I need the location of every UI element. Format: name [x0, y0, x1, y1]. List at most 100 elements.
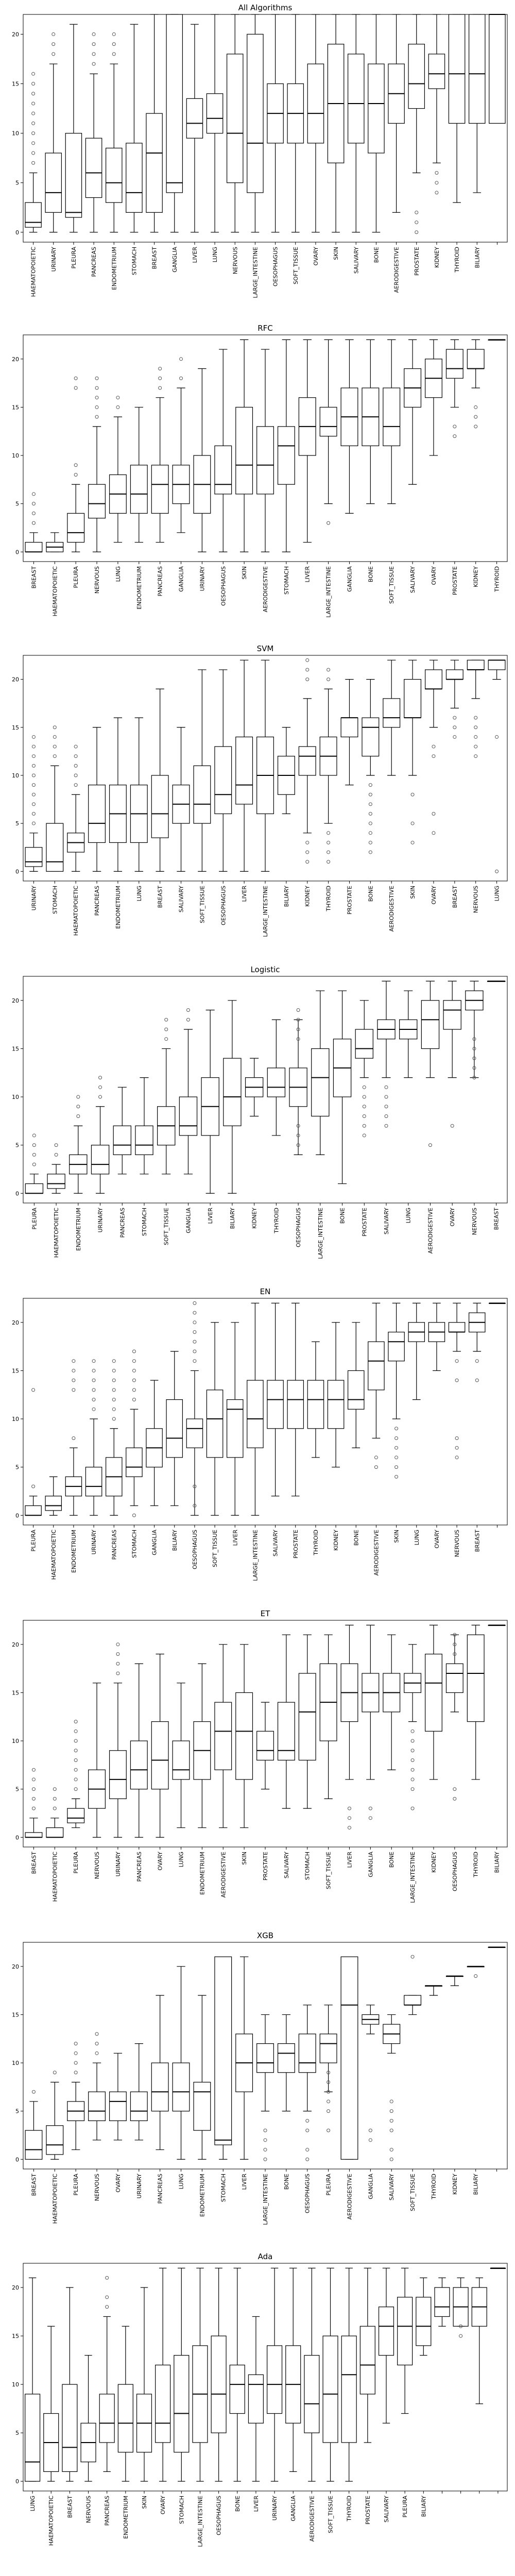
box-pleura: PLEURA — [397, 2267, 413, 2518]
outlier-point — [455, 1446, 459, 1450]
xtick-label: URINARY — [199, 566, 205, 591]
box-lung: LUNG — [408, 1302, 425, 1545]
outlier-point — [474, 744, 478, 749]
xtick-label: STOMACH — [304, 1852, 311, 1880]
outlier-point — [193, 1301, 197, 1305]
xtick-label: SOFT_TISSUE — [293, 247, 299, 284]
iqr-box — [277, 2043, 295, 2073]
box-stomach: STOMACH — [46, 725, 64, 914]
box-ganglia: GANGLIA — [362, 2005, 380, 2199]
outlier-point — [31, 764, 36, 768]
xtick-label: PLEURA — [71, 247, 77, 269]
outlier-point — [112, 1378, 116, 1382]
xtick-label: LUNG — [115, 566, 122, 582]
xtick-label: URINARY — [271, 2496, 278, 2521]
outlier-point — [435, 181, 439, 185]
iqr-box — [47, 1174, 65, 1189]
outlier-point — [53, 2071, 57, 2075]
box-bone: BONE — [383, 1634, 401, 1868]
xtick-label: PLEURA — [402, 2496, 408, 2518]
box-haematopoietic: HAEMATOPOIETIC — [46, 1787, 64, 1902]
box-oesophagus: OESOPHAGUS — [214, 669, 232, 925]
xtick-label: ENDOMETRIUM — [75, 1208, 82, 1251]
box-salivary: SALIVARY — [378, 2267, 394, 2522]
outlier-point — [410, 792, 415, 796]
box-aerodigestive: AERODIGESTIVE — [256, 349, 274, 612]
iqr-box — [130, 2091, 148, 2121]
ytick-label: 0 — [15, 1834, 19, 1841]
box-urinary: URINARY — [267, 2267, 283, 2521]
panel-4: Logistic 0 5 10 15 20 PLEURA HAEMATOPOIETIC ENDO… — [12, 965, 508, 1259]
outlier-point — [453, 1787, 457, 1791]
xtick-label: ENDOMETRIUM — [199, 1852, 205, 1895]
xtick-label: KIDNEY — [452, 2174, 458, 2195]
xtick-label: BILIARY — [474, 247, 480, 268]
outlier-point — [410, 1787, 415, 1791]
outlier-point — [384, 1095, 388, 1099]
iqr-box — [467, 349, 485, 369]
xtick-label: OESOPHAGUS — [220, 566, 227, 606]
outlier-point — [74, 744, 78, 749]
outlier-point — [327, 677, 331, 682]
xtick-label: NERVOUS — [471, 1208, 478, 1235]
iqr-box — [105, 147, 123, 203]
ytick-label: 5 — [15, 501, 19, 507]
outlier-point — [74, 754, 78, 758]
outlier-point — [53, 754, 57, 758]
box-aerodigestive: AERODIGESTIVE — [214, 1644, 232, 1897]
xtick-label: SOFT_TISSUE — [212, 1530, 218, 1567]
outlier-point — [453, 1633, 457, 1637]
ytick-label: 20 — [12, 2284, 19, 2291]
outlier-point — [193, 1320, 197, 1325]
box-prostate: PROSTATE — [408, 14, 425, 276]
box-thyroid: THYROID — [425, 1985, 442, 2200]
iqr-box — [85, 138, 102, 198]
box-breast: BREAST — [487, 980, 506, 1230]
box-stomach: STOMACH — [126, 24, 143, 275]
panel-1: All Algorithms 0 5 10 15 20 HAEMATOPOIETIC URIN… — [12, 3, 508, 298]
outlier-point — [455, 1359, 459, 1363]
iqr-box — [193, 765, 211, 824]
xtick-label: ENDOMETRIUM — [136, 566, 143, 609]
box-ovary: OVARY — [307, 14, 324, 265]
xtick-label: SKIN — [409, 886, 416, 899]
box-pleura: PLEURA — [319, 2005, 337, 2196]
outlier-point — [453, 1797, 457, 1801]
box-pleura: PLEURA — [67, 376, 85, 588]
box-oesophagus: OESOPHAGUS — [298, 2005, 316, 2213]
outlier-point — [305, 2148, 310, 2152]
box-aerodigestive: AERODIGESTIVE — [368, 1302, 385, 1575]
box-kidney: KIDNEY — [428, 14, 445, 268]
box-large_intestine: LARGE_INTESTINE — [319, 339, 337, 618]
box-large_intestine: LARGE_INTESTINE — [256, 659, 274, 937]
box-biliary: BILIARY — [166, 1351, 183, 1551]
iqr-box — [235, 406, 253, 495]
outlier-point — [72, 1368, 76, 1372]
outlier-point — [74, 472, 78, 477]
outlier-point — [31, 1388, 36, 1392]
xtick-label: PLEURA — [31, 1208, 38, 1230]
outlier-point — [31, 754, 36, 758]
xtick-label: HAEMATOPOIETIC — [52, 1852, 58, 1902]
box-large_intestine: LARGE_INTESTINE — [192, 2267, 208, 2547]
iqr-box — [88, 2091, 106, 2121]
box-nervous: NERVOUS — [88, 1683, 106, 1879]
outlier-point — [76, 1114, 80, 1118]
outlier-point — [92, 1388, 96, 1392]
iqr-box — [135, 1125, 153, 1155]
outlier-point — [74, 2051, 78, 2055]
outlier-point — [453, 434, 457, 438]
box-pleura: PLEURA — [65, 24, 82, 269]
ytick-label: 10 — [12, 452, 19, 459]
box-kidney: KIDNEY — [298, 658, 316, 907]
iqr-box — [467, 1634, 485, 1722]
box-endometrium: ENDOMETRIUM — [69, 1095, 88, 1251]
iqr-box — [247, 1380, 264, 1448]
iqr-box — [126, 143, 143, 213]
box-biliary: BILIARY — [467, 1965, 485, 2195]
xtick-label: KIDNEY — [333, 1530, 339, 1551]
iqr-box — [166, 1399, 183, 1458]
iqr-box — [319, 406, 337, 437]
outlier-point — [74, 1749, 78, 1753]
outlier-point — [31, 802, 36, 806]
